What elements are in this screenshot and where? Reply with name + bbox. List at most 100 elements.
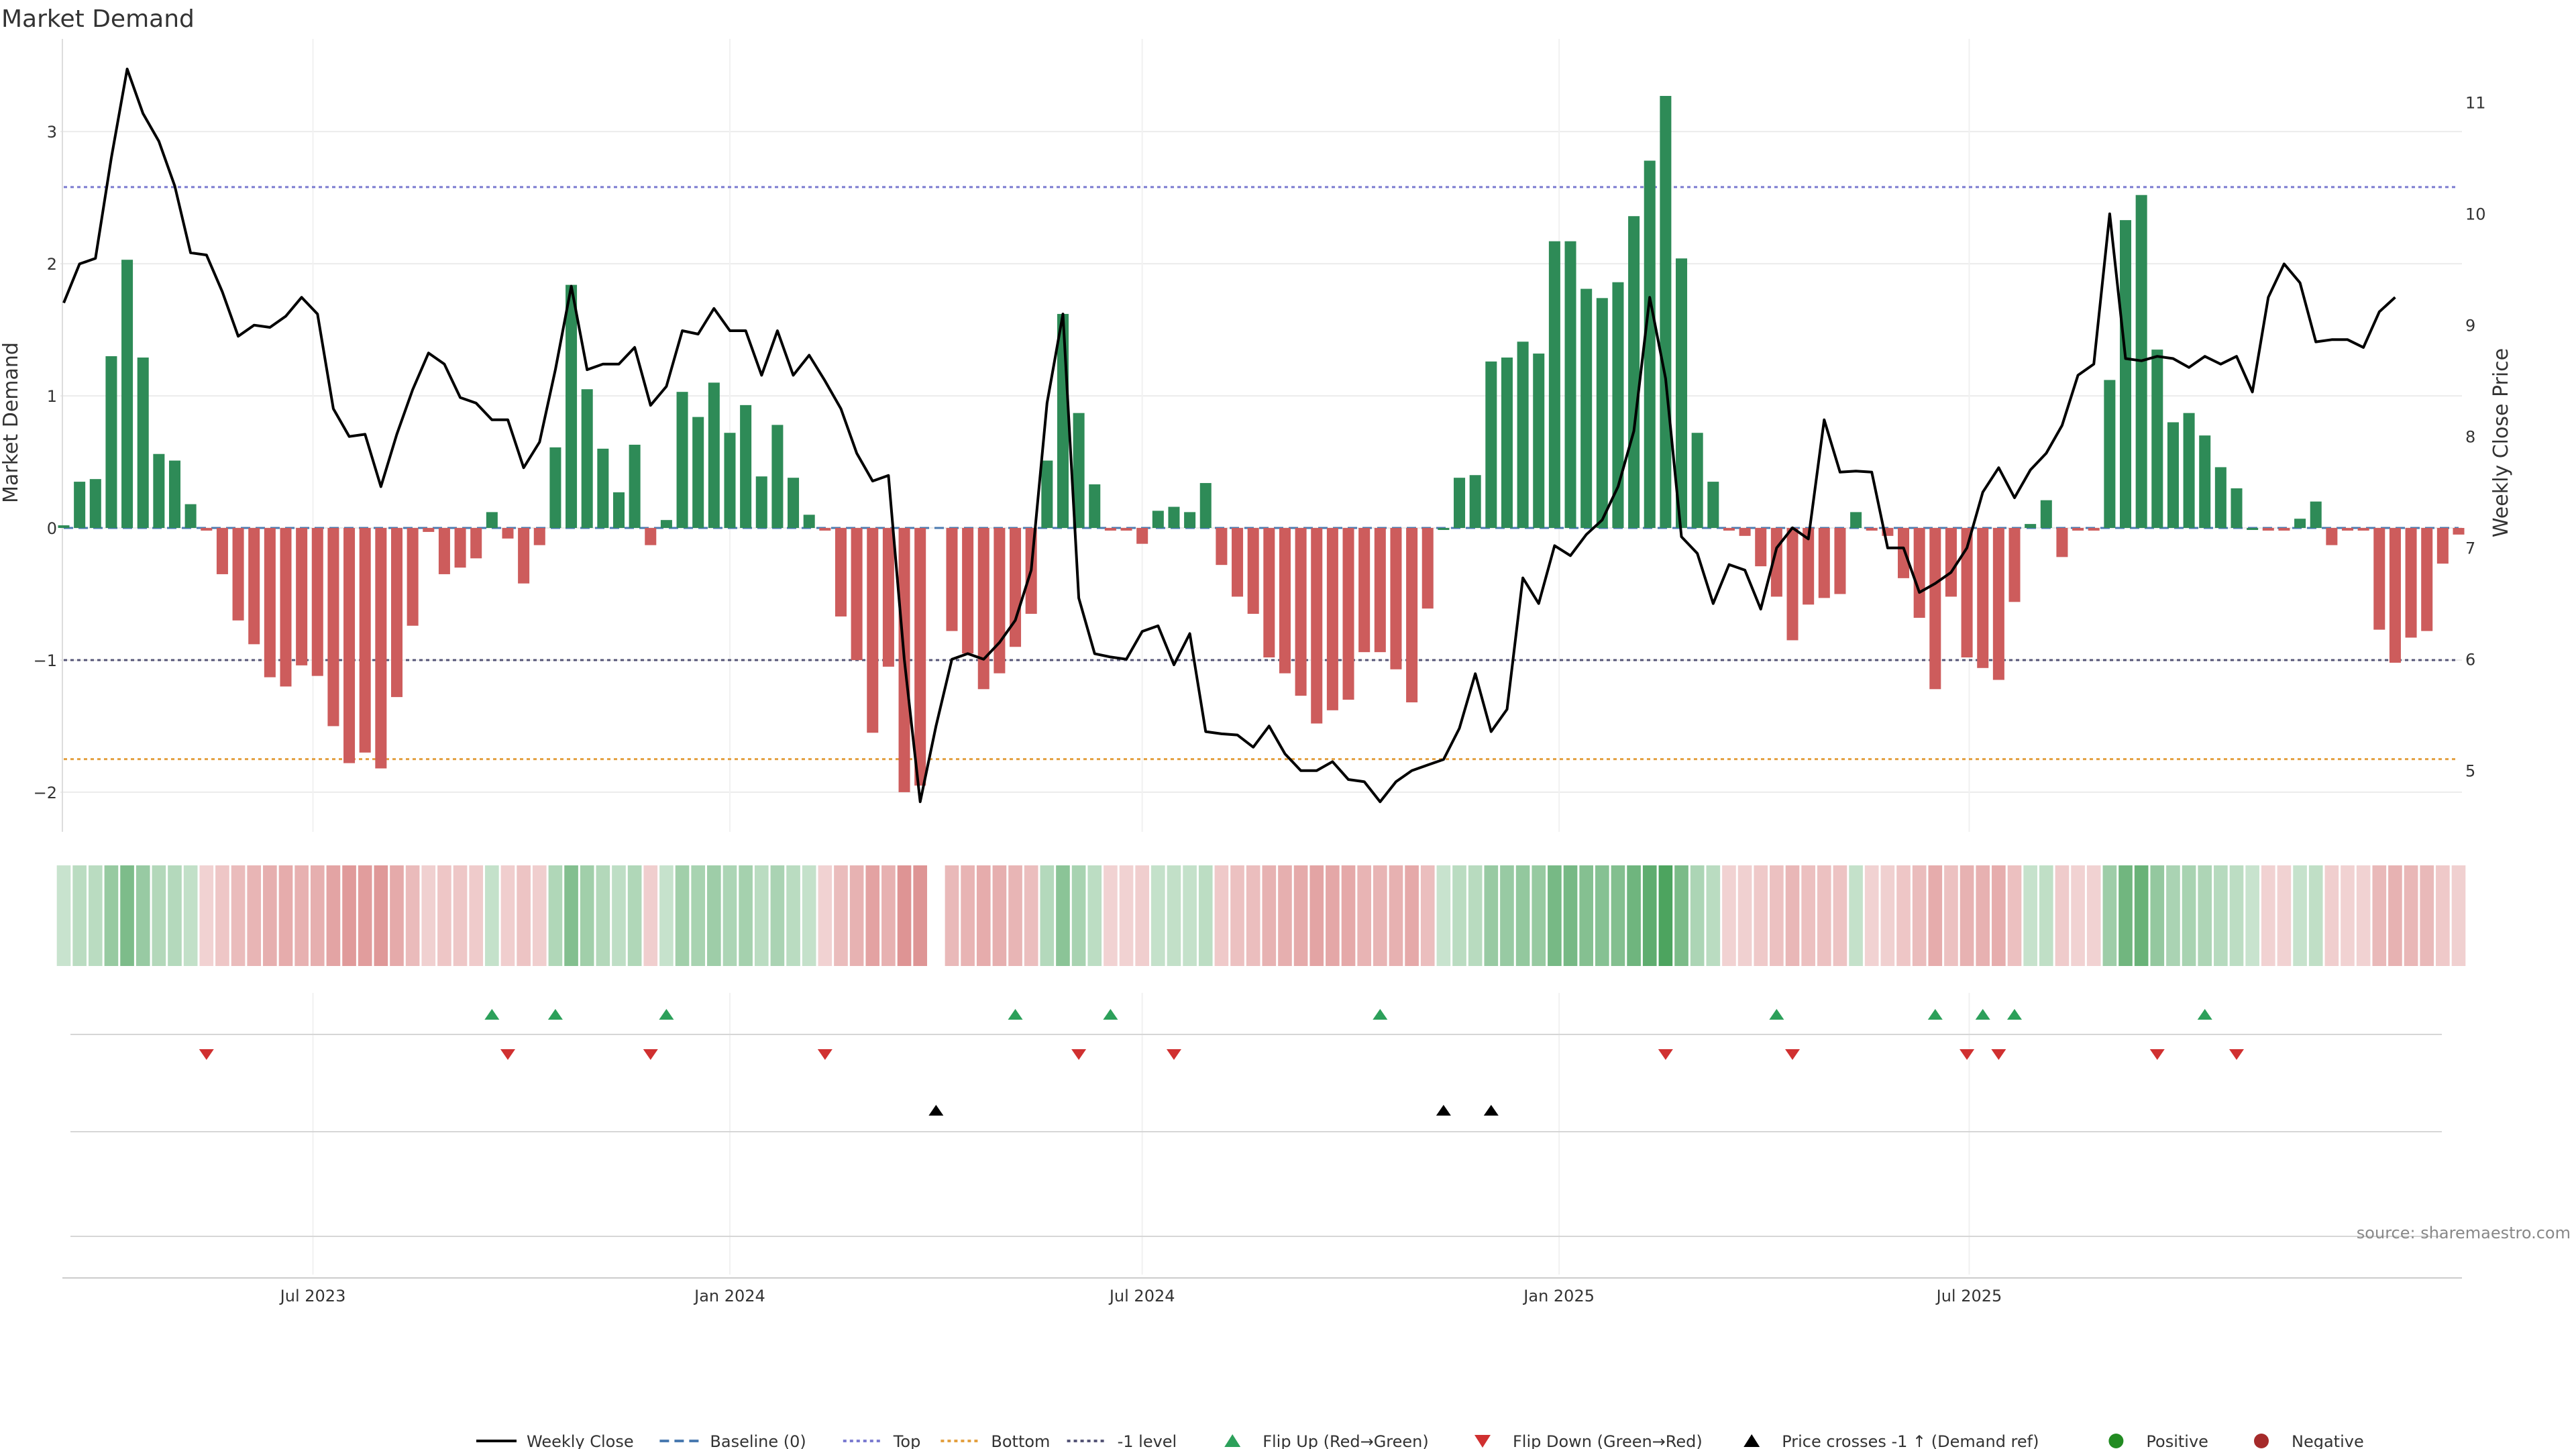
legend-label-baseline: Baseline (0) <box>710 1432 806 1449</box>
strip-cell-115 <box>1880 865 1895 966</box>
demand-bar-138 <box>2247 528 2259 531</box>
strip-cell-15 <box>294 865 309 966</box>
demand-bar-86 <box>1421 528 1434 609</box>
strip-cell-98 <box>1611 865 1625 966</box>
strip-cell-87 <box>1436 865 1451 966</box>
strip-cell-135 <box>2198 865 2212 966</box>
flip-up-marker-1 <box>547 1009 563 1020</box>
demand-bar-103 <box>1691 433 1703 529</box>
strip-cell-59 <box>992 865 1007 966</box>
strip-cell-105 <box>1722 865 1736 966</box>
strip-cell-130 <box>2118 865 2133 966</box>
strip-cell-133 <box>2166 865 2180 966</box>
strip-cell-52 <box>881 865 896 966</box>
strip-cell-117 <box>1912 865 1927 966</box>
strip-cell-131 <box>2134 865 2149 966</box>
demand-bar-58 <box>977 528 989 690</box>
reference-lines <box>64 186 2459 761</box>
demand-bar-13 <box>264 528 276 678</box>
demand-bar-33 <box>581 389 593 529</box>
demand-bar-129 <box>2104 380 2116 529</box>
strip-cell-43 <box>739 865 753 966</box>
strip-cell-36 <box>627 865 642 966</box>
cross-up-marker-1 <box>1436 1105 1451 1116</box>
demand-bar-1 <box>74 482 86 529</box>
demand-bar-126 <box>2056 528 2068 557</box>
flip-down-marker-3 <box>817 1049 833 1060</box>
strip-cell-102 <box>1674 865 1688 966</box>
y-tick-label-2: 0 <box>47 519 57 538</box>
legend-label-weekly_close: Weekly Close <box>527 1432 634 1449</box>
demand-bar-38 <box>660 520 672 529</box>
strip-cell-112 <box>1833 865 1847 966</box>
y2-tick-label-2: 7 <box>2465 539 2475 558</box>
strip-cell-48 <box>818 865 833 966</box>
strip-cell-95 <box>1563 865 1578 966</box>
y2-tick-label-5: 10 <box>2465 205 2486 224</box>
demand-bar-70 <box>1168 506 1180 529</box>
demand-bar-6 <box>153 453 165 529</box>
strip-cell-9 <box>199 865 214 966</box>
demand-bar-93 <box>1533 354 1545 529</box>
y-tick-label-4: 2 <box>47 255 57 274</box>
strip-cell-67 <box>1119 865 1134 966</box>
demand-bar-63 <box>1057 313 1069 529</box>
demand-bar-25 <box>454 528 466 568</box>
strip-cell-92 <box>1515 865 1530 966</box>
flip-down-marker-6 <box>1658 1049 1673 1060</box>
y2-tick-label-0: 5 <box>2465 762 2475 781</box>
strip-cell-88 <box>1452 865 1466 966</box>
strip-cell-13 <box>263 865 277 966</box>
strip-cell-4 <box>120 865 134 966</box>
demand-bar-123 <box>2008 528 2021 602</box>
strip-cell-96 <box>1579 865 1593 966</box>
strip-cell-65 <box>1087 865 1102 966</box>
y2-tick-label-1: 6 <box>2465 651 2475 669</box>
strip-cell-82 <box>1357 865 1371 966</box>
demand-bar-51 <box>867 528 879 733</box>
legend-label-cross_up: Price crosses -1 ↑ (Demand ref) <box>1782 1432 2039 1449</box>
flip-down-marker-11 <box>2229 1049 2245 1060</box>
strip-cell-0 <box>56 865 71 966</box>
demand-bar-68 <box>1136 528 1148 544</box>
strip-cell-128 <box>2086 865 2101 966</box>
strip-cell-2 <box>88 865 103 966</box>
legend-label-top: Top <box>893 1432 921 1449</box>
demand-bar-80 <box>1326 528 1338 710</box>
demand-bar-26 <box>470 528 482 559</box>
x-tick-label-3: Jan 2025 <box>1522 1287 1595 1305</box>
legend-label-negative: Negative <box>2292 1432 2364 1449</box>
demand-bar-97 <box>1596 298 1608 529</box>
demand-bar-76 <box>1263 528 1275 658</box>
strip-cell-80 <box>1326 865 1340 966</box>
demand-bar-143 <box>2326 528 2338 545</box>
weekly-close-line <box>62 67 2396 804</box>
demand-bar-19 <box>359 528 371 753</box>
demand-bar-47 <box>803 515 815 529</box>
strip-cell-109 <box>1785 865 1800 966</box>
y2-axis-title: Weekly Close Price <box>2489 348 2513 537</box>
legend-symbol-positive <box>2108 1434 2124 1448</box>
flip-down-marker-10 <box>2149 1049 2165 1060</box>
x-tick-label-1: Jan 2024 <box>693 1287 765 1305</box>
demand-bar-48 <box>819 528 831 531</box>
demand-bar-92 <box>1517 341 1529 529</box>
demand-bar-117 <box>1913 528 1925 618</box>
strip-cell-139 <box>2261 865 2275 966</box>
strip-cell-40 <box>691 865 706 966</box>
strip-cell-5 <box>136 865 150 966</box>
strip-cell-81 <box>1341 865 1356 966</box>
demand-bar-137 <box>2231 488 2243 529</box>
strip-cell-126 <box>2055 865 2070 966</box>
x-tick-label-2: Jul 2024 <box>1108 1287 1175 1305</box>
demand-bar-35 <box>612 492 625 529</box>
y2-tick-label-6: 11 <box>2465 94 2486 113</box>
x-tick-label-4: Jul 2025 <box>1935 1287 2002 1305</box>
demand-bar-65 <box>1089 484 1101 529</box>
strip-cell-41 <box>707 865 721 966</box>
strip-cell-49 <box>834 865 848 966</box>
demand-bar-98 <box>1612 282 1624 529</box>
strip-cell-90 <box>1484 865 1499 966</box>
demand-bar-112 <box>1834 528 1846 594</box>
y2-tick-label-3: 8 <box>2465 428 2475 447</box>
